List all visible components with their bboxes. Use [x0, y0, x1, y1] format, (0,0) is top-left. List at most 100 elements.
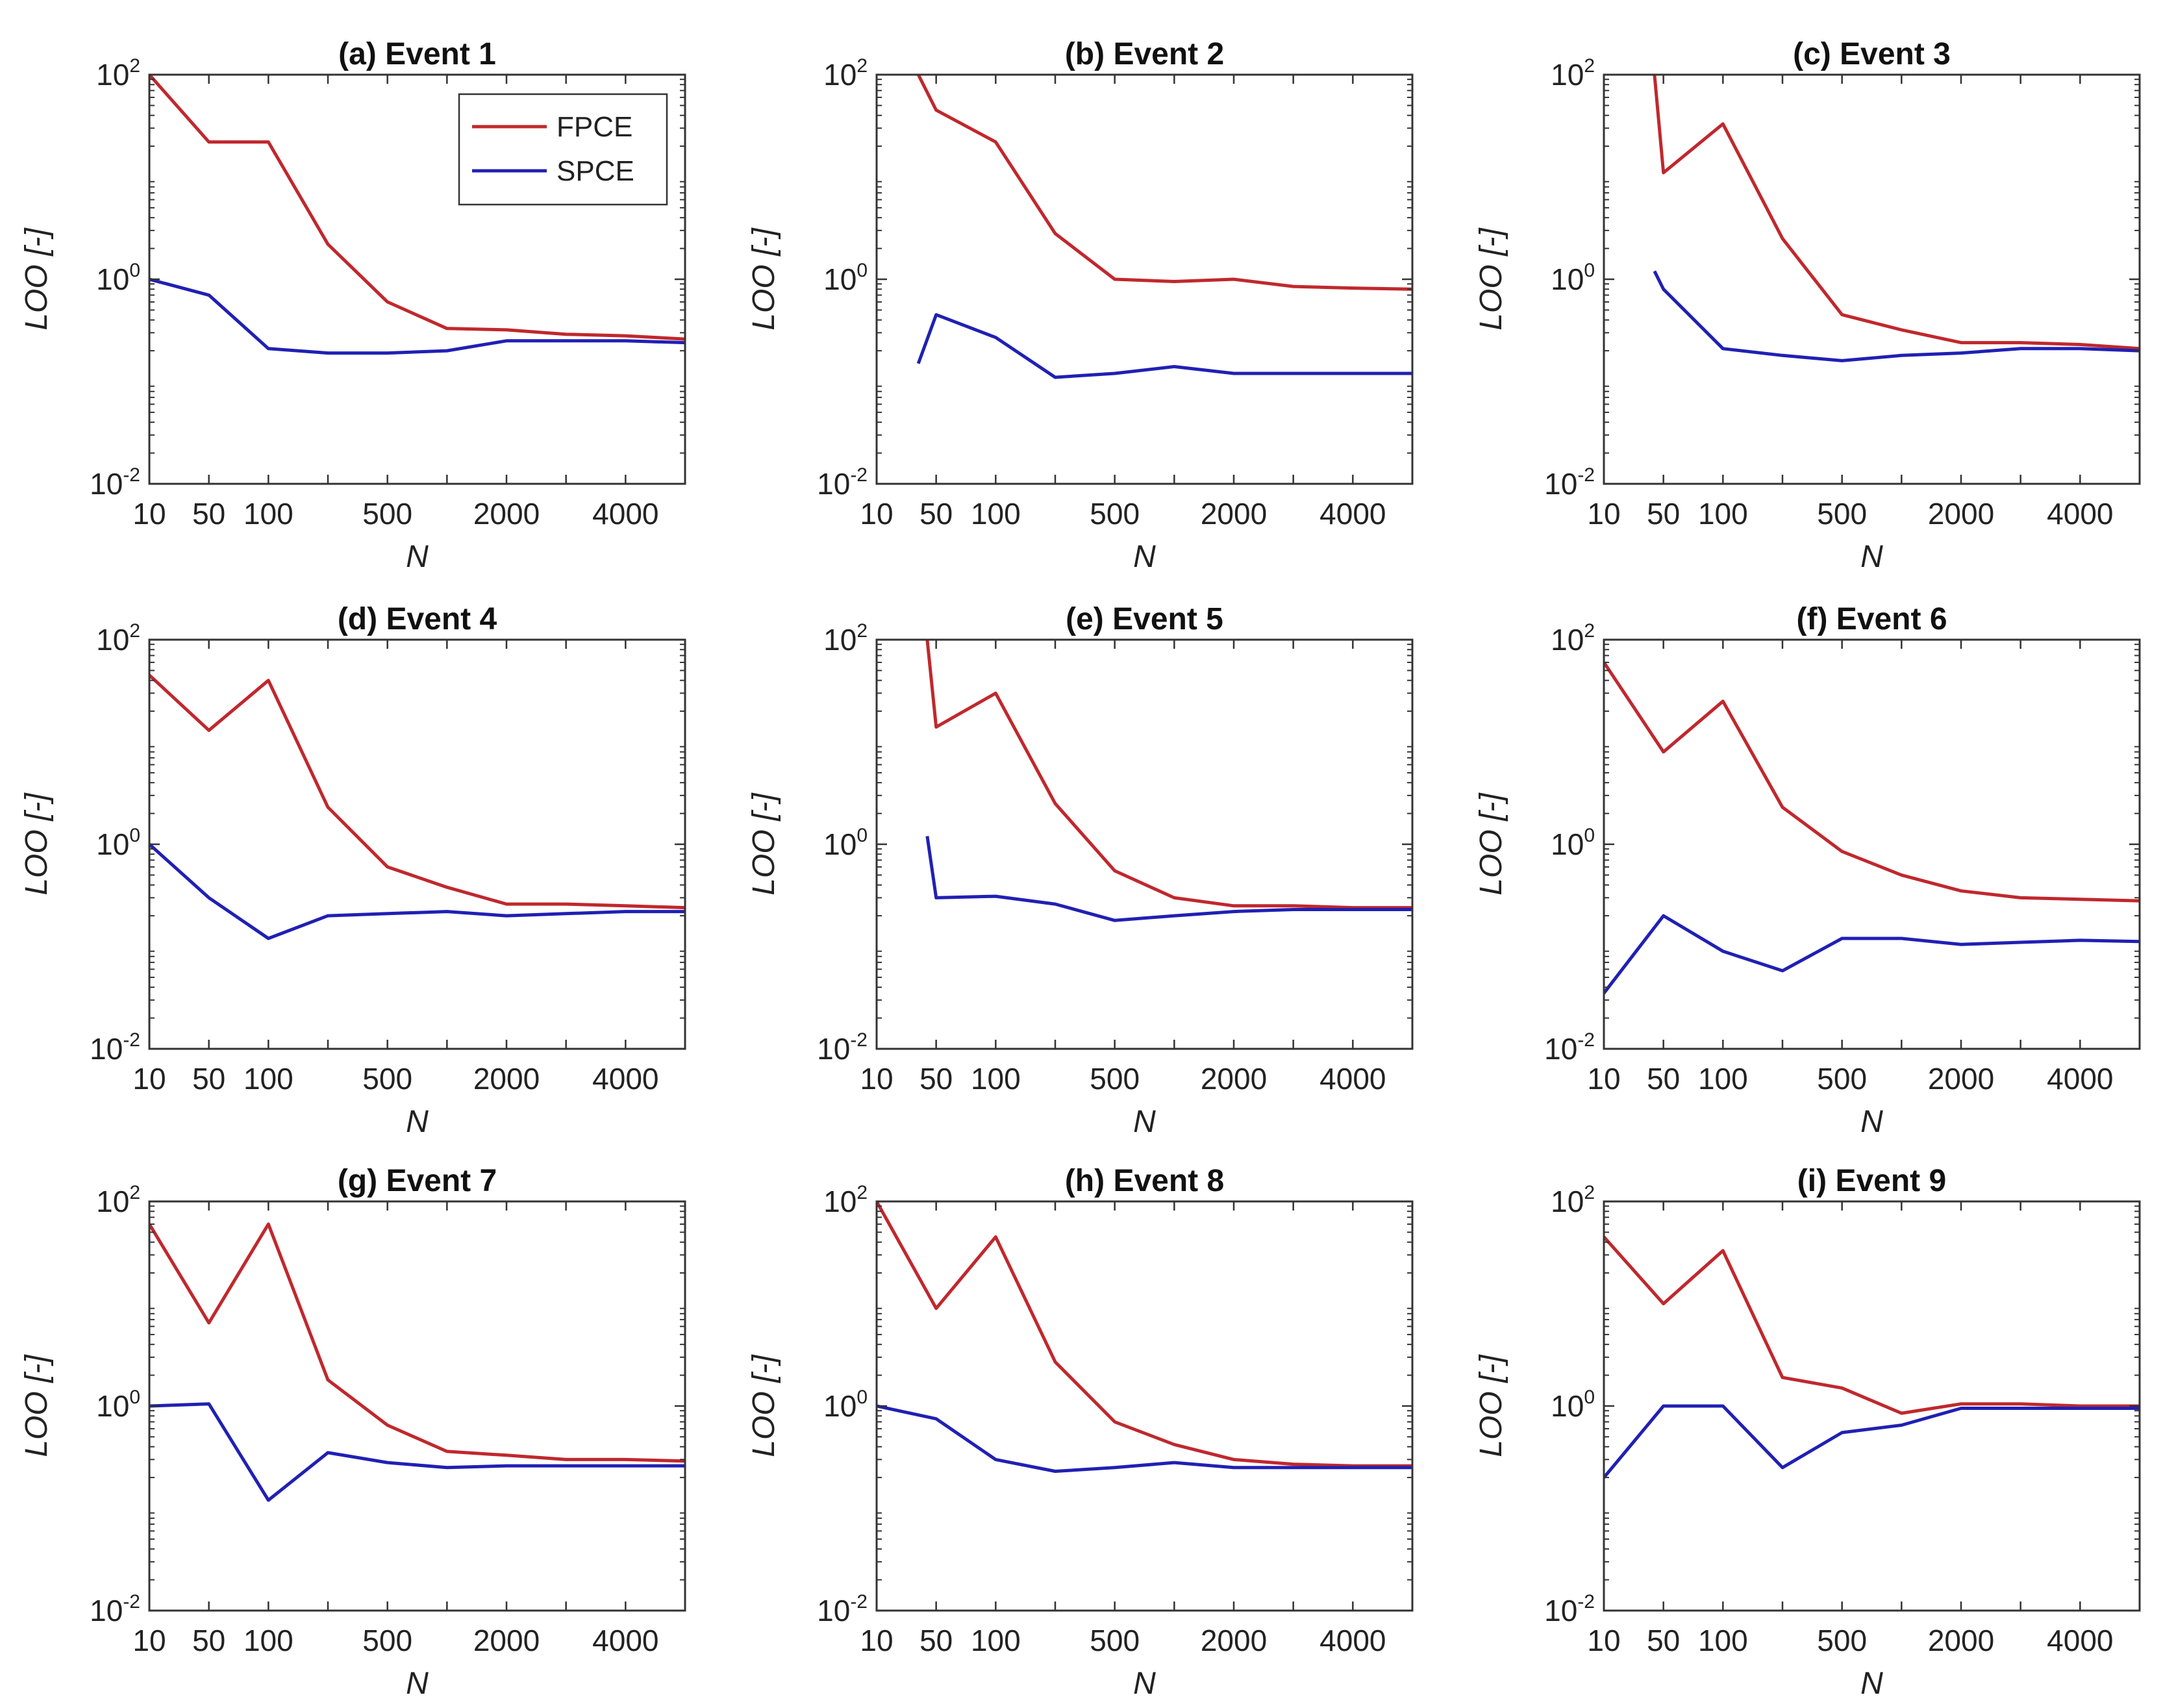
y-axis-label: LOO [-]	[1474, 227, 1508, 331]
y-axis-label: LOO [-]	[19, 792, 54, 896]
panel-title: (e) Event 5	[1066, 602, 1223, 636]
y-axis-label: LOO [-]	[747, 1354, 781, 1457]
series-line-fpce	[1653, 75, 2140, 351]
panel-title: (g) Event 7	[338, 1164, 497, 1198]
plot-area	[149, 640, 685, 1049]
x-tick-label: 4000	[1319, 497, 1386, 531]
y-tick-label: 102	[823, 1182, 868, 1218]
x-tick-label: 100	[1698, 1062, 1748, 1096]
x-tick-label: 500	[1817, 497, 1867, 531]
x-axis-label: N	[406, 1105, 429, 1139]
x-tick-label: 100	[971, 1624, 1021, 1657]
series-line-fpce	[1604, 661, 2140, 903]
panel-title: (i) Event 9	[1797, 1164, 1946, 1198]
x-tick-label: 2000	[473, 1624, 540, 1657]
x-tick-label: 10	[860, 1062, 893, 1096]
x-tick-label: 500	[1090, 497, 1140, 531]
x-tick-label: 500	[1817, 1624, 1867, 1657]
panel-3: 10-2 100 102 10 50 100 500 2000 4000 (c) Event 3 N…	[1474, 37, 2141, 574]
series-line-fpce	[149, 75, 685, 341]
x-tick-label: 100	[244, 1062, 294, 1096]
y-tick-label: 100	[823, 1387, 868, 1423]
y-tick-label: 100	[96, 260, 140, 296]
y-tick-label: 10-2	[90, 464, 140, 501]
x-tick-label: 100	[244, 1624, 294, 1657]
x-tick-label: 10	[132, 1624, 166, 1657]
y-tick-label: 10-2	[90, 1029, 140, 1066]
y-tick-label: 100	[1551, 825, 1595, 861]
series-group	[149, 75, 685, 355]
x-axis-label: N	[1133, 540, 1156, 574]
x-tick-label: 50	[192, 497, 225, 531]
legend-label-fpce: FPCE	[556, 111, 632, 143]
series-line-spce	[1653, 270, 2140, 362]
legend: FPCE SPCE	[458, 93, 668, 206]
series-line-spce	[1604, 914, 2140, 994]
series-line-fpce	[1604, 1235, 2140, 1415]
y-tick-label: 102	[96, 1182, 140, 1218]
series-line-fpce	[149, 1222, 685, 1463]
x-tick-label: 4000	[1319, 1624, 1386, 1657]
panel-title: (h) Event 8	[1065, 1164, 1224, 1198]
x-tick-label: 4000	[592, 1624, 658, 1657]
x-tick-label: 2000	[473, 1062, 540, 1096]
y-tick-label: 10-2	[817, 1029, 868, 1066]
panel-4: 10-2 100 102 10 50 100 500 2000 4000 (d) Event 4 N…	[19, 602, 686, 1139]
x-tick-label: 500	[1090, 1624, 1140, 1657]
series-line-spce	[149, 277, 685, 355]
y-tick-label: 102	[823, 620, 868, 657]
series-group	[1604, 661, 2140, 994]
y-tick-label: 102	[1551, 620, 1595, 657]
x-tick-label: 100	[971, 497, 1021, 531]
y-tick-label: 10-2	[90, 1591, 140, 1627]
x-tick-label: 50	[919, 497, 953, 531]
y-tick-label: 10-2	[1544, 1591, 1595, 1627]
plot-area	[1604, 640, 2140, 1049]
panel-7: 10-2 100 102 10 50 100 500 2000 4000 (g) Event 7 N…	[19, 1164, 686, 1701]
y-tick-label: 10-2	[817, 464, 868, 501]
panel-title: (c) Event 3	[1793, 37, 1951, 71]
x-tick-label: 4000	[2047, 1062, 2113, 1096]
panel-6: 10-2 100 102 10 50 100 500 2000 4000 (f) Event 6 N…	[1474, 602, 2141, 1139]
series-line-spce	[149, 843, 685, 940]
x-tick-label: 50	[192, 1062, 225, 1096]
x-tick-label: 100	[971, 1062, 1021, 1096]
x-tick-label: 2000	[1928, 1624, 1994, 1657]
plot-area	[1604, 75, 2140, 484]
x-axis-label: N	[1133, 1666, 1156, 1701]
panel-title: (b) Event 2	[1065, 37, 1224, 71]
x-tick-label: 500	[362, 497, 412, 531]
series-line-spce	[916, 313, 1412, 379]
x-tick-label: 500	[1817, 1062, 1867, 1096]
x-axis-label: N	[406, 540, 429, 574]
y-tick-label: 102	[96, 55, 140, 92]
x-axis-label: N	[1860, 540, 1883, 574]
x-tick-label: 50	[919, 1624, 953, 1657]
plot-area	[149, 1201, 685, 1611]
legend-label-spce: SPCE	[556, 155, 634, 187]
y-axis-label: LOO [-]	[747, 227, 781, 331]
series-group	[916, 75, 1412, 379]
series-line-fpce	[149, 673, 685, 910]
x-tick-label: 10	[132, 497, 166, 531]
x-tick-label: 10	[132, 1062, 166, 1096]
x-tick-label: 4000	[592, 497, 658, 531]
x-tick-label: 50	[919, 1062, 953, 1096]
panel-title: (f) Event 6	[1796, 602, 1947, 636]
y-tick-label: 100	[823, 825, 868, 861]
x-tick-label: 4000	[2047, 497, 2113, 531]
x-tick-label: 2000	[1928, 497, 1994, 531]
legend-box	[458, 93, 668, 206]
x-tick-label: 2000	[473, 497, 540, 531]
series-line-spce	[1604, 1404, 2140, 1479]
x-tick-label: 10	[860, 1624, 893, 1657]
x-tick-label: 500	[1090, 1062, 1140, 1096]
panel-9: 10-2 100 102 10 50 100 500 2000 4000 (i) Event 9 N…	[1474, 1164, 2141, 1701]
x-tick-label: 2000	[1201, 1624, 1267, 1657]
series-group	[149, 1222, 685, 1502]
x-tick-label: 10	[860, 497, 893, 531]
series-group	[1653, 75, 2140, 362]
x-tick-label: 100	[1698, 497, 1748, 531]
series-group	[877, 1201, 1412, 1473]
